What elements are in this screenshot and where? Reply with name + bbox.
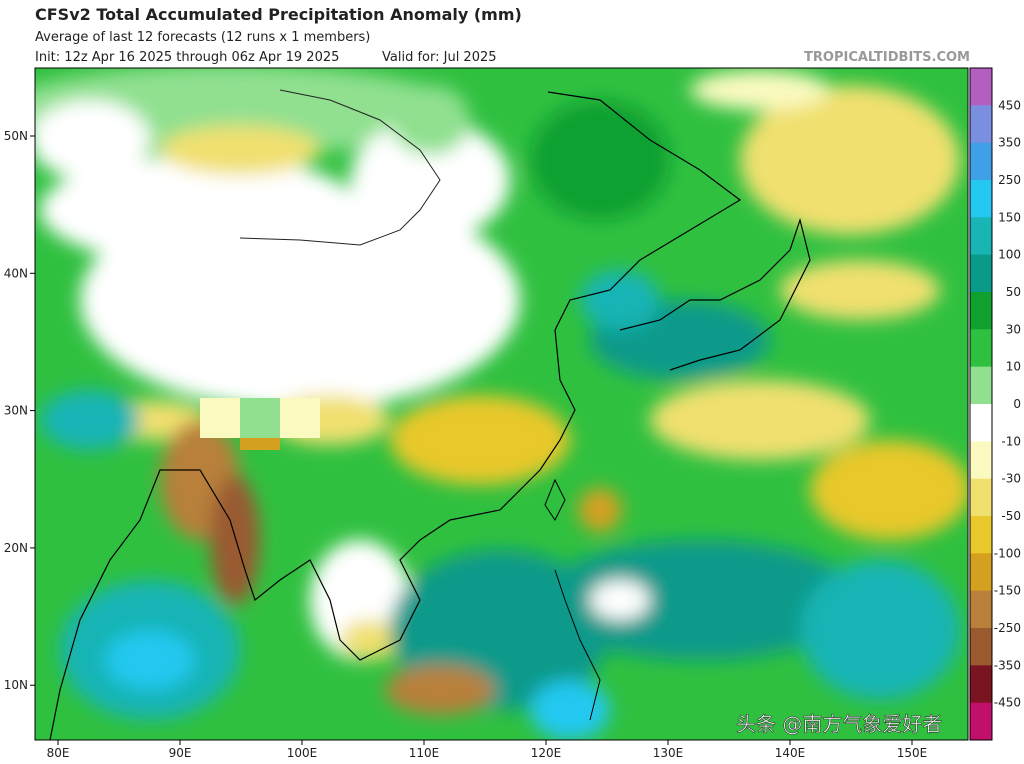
colorbar-bin	[970, 292, 992, 330]
title: CFSv2 Total Accumulated Precipitation An…	[35, 5, 522, 24]
lon-label: 120E	[531, 746, 562, 760]
valid-time: Valid for: Jul 2025	[382, 50, 497, 65]
colorbar-label: -100	[994, 546, 1021, 560]
colorbar-bin	[970, 516, 992, 554]
colorbar-label: -10	[1001, 434, 1021, 448]
colorbar-label: -150	[994, 584, 1021, 598]
colorbar-bin	[970, 142, 992, 181]
colorbar-bin	[970, 404, 992, 442]
colorbar-bin	[970, 665, 992, 704]
colorbar-label: 50	[1006, 285, 1021, 299]
map-frame	[34, 67, 969, 741]
colorbar-bin	[970, 105, 992, 144]
colorbar-bin	[970, 329, 992, 368]
colorbar-label: -30	[1001, 472, 1021, 486]
source: TROPICALTIDBITS.COM	[804, 50, 970, 65]
lon-label: 110E	[409, 746, 440, 760]
colorbar-frame	[969, 67, 993, 741]
colorbar-bin	[970, 553, 992, 592]
lat-label: 30N	[4, 404, 28, 418]
colorbar-label: 10	[1006, 360, 1021, 374]
colorbar: 4503502501501005030100-10-30-50-100-150-…	[969, 67, 1021, 741]
colorbar-bin	[970, 366, 992, 405]
colorbar-bin	[970, 628, 992, 666]
axes: 50N 40N 30N 20N 10N 80E 90E 100E 110E 120E 130E 140…	[4, 129, 928, 760]
colorbar-bin	[970, 217, 992, 256]
init-time: Init: 12z Apr 16 2025 through 06z Apr 19…	[35, 50, 339, 65]
colorbar-label: 0	[1013, 397, 1021, 411]
colorbar-label: -50	[1001, 509, 1021, 523]
colorbar-bin	[970, 441, 992, 480]
lon-label: 150E	[897, 746, 928, 760]
colorbar-label: -250	[994, 621, 1021, 635]
lat-label: 10N	[4, 678, 28, 692]
colorbar-bin	[970, 254, 992, 293]
lat-label: 50N	[4, 129, 28, 143]
lon-label: 100E	[287, 746, 318, 760]
colorbar-label: 30	[1006, 322, 1021, 336]
colorbar-bin	[970, 478, 992, 517]
map	[35, 68, 968, 740]
colorbar-label: 250	[998, 173, 1021, 187]
lon-label: 130E	[653, 746, 684, 760]
colorbar-bin	[970, 68, 992, 106]
colorbar-label: -350	[994, 658, 1021, 672]
colorbar-bin	[970, 590, 992, 629]
lon-label: 80E	[47, 746, 70, 760]
colorbar-label: 450	[998, 98, 1021, 112]
colorbar-bin	[970, 702, 992, 741]
subtitle: Average of last 12 forecasts (12 runs x …	[35, 30, 370, 45]
colorbar-label: -450	[994, 696, 1021, 710]
watermark: 头条 @南方气象爱好者	[736, 712, 942, 736]
lat-label: 20N	[4, 541, 28, 555]
colorbar-bin	[970, 180, 992, 218]
colorbar-label: 150	[998, 210, 1021, 224]
colorbar-label: 100	[998, 248, 1021, 262]
lat-label: 40N	[4, 266, 28, 280]
lon-label: 140E	[775, 746, 806, 760]
colorbar-label: 350	[998, 136, 1021, 150]
lon-label: 90E	[169, 746, 192, 760]
